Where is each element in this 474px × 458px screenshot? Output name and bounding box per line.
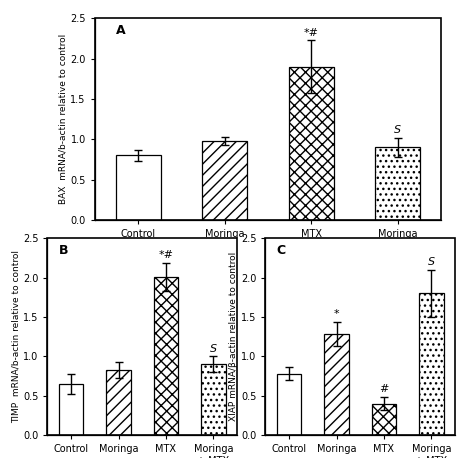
Text: S: S [210,344,217,354]
Y-axis label: TIMP  mRNA/b-actin relative to control: TIMP mRNA/b-actin relative to control [11,250,20,423]
Bar [289,67,334,220]
Text: #: # [379,384,389,394]
Text: B: B [59,244,68,257]
Bar [154,277,178,435]
Bar [202,141,247,220]
Bar [116,155,161,220]
Bar [59,384,83,435]
Text: S: S [394,125,401,135]
Bar [106,370,131,435]
Text: C: C [277,244,286,257]
Bar [372,403,396,435]
Bar [324,334,349,435]
Bar [375,147,420,220]
Text: *#: *# [158,250,173,260]
Text: A: A [116,24,125,38]
Text: *: * [334,309,339,319]
Text: *#: *# [303,28,319,38]
Bar [277,374,301,435]
Y-axis label: XIAP mRNA/β-actin relative to control: XIAP mRNA/β-actin relative to control [229,252,238,421]
Y-axis label: BAX  mRNA/b-actin relative to control: BAX mRNA/b-actin relative to control [58,34,67,204]
Bar [419,293,444,435]
Bar [201,364,226,435]
Text: S: S [428,256,435,267]
